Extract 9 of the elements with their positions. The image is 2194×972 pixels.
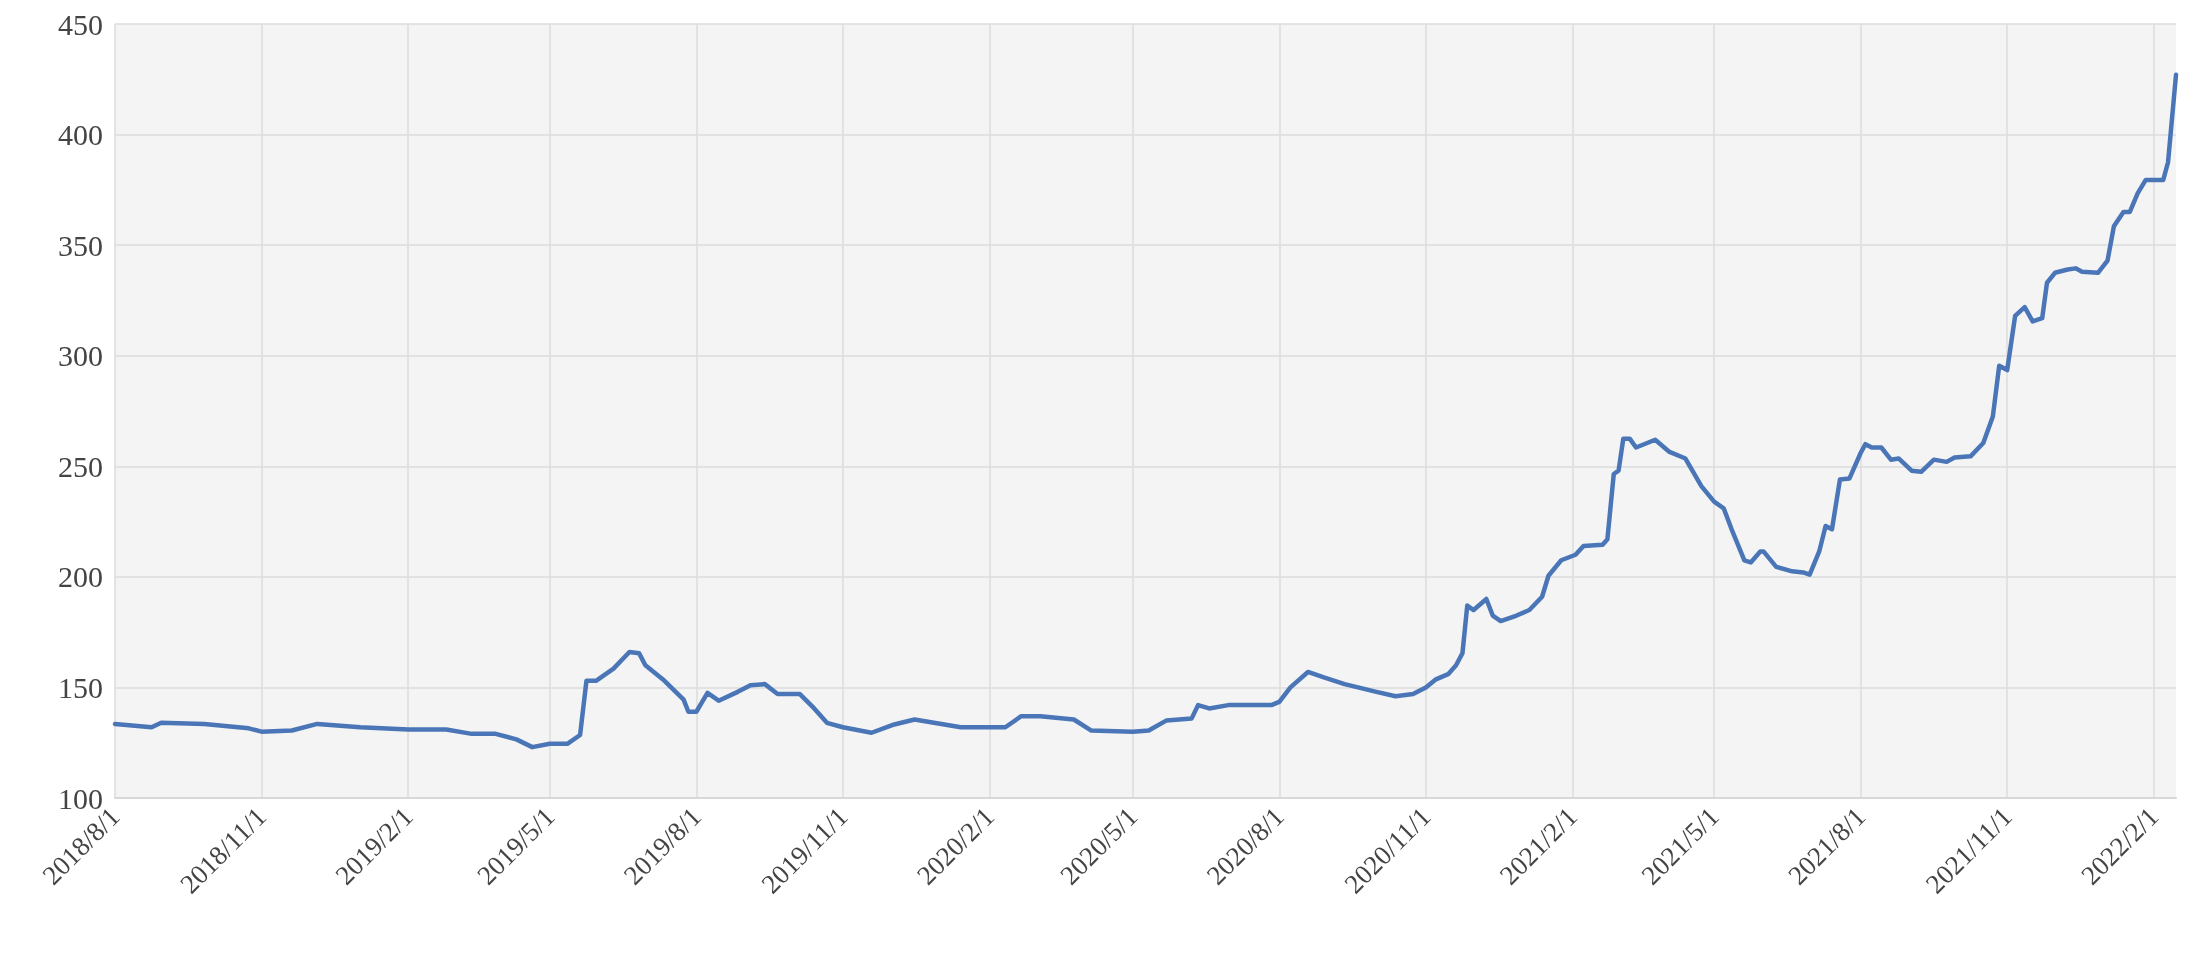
- line-series: [112, 72, 2179, 750]
- y-tick-label: 250: [58, 449, 103, 483]
- y-tick-label: 400: [58, 118, 103, 152]
- y-tick-label: 200: [58, 560, 103, 594]
- y-tick-label: 150: [58, 670, 103, 704]
- y-tick-label: 350: [58, 228, 103, 262]
- y-tick-label: 450: [58, 7, 103, 41]
- y-tick-label: 100: [58, 781, 103, 815]
- y-tick-label: 300: [58, 339, 103, 373]
